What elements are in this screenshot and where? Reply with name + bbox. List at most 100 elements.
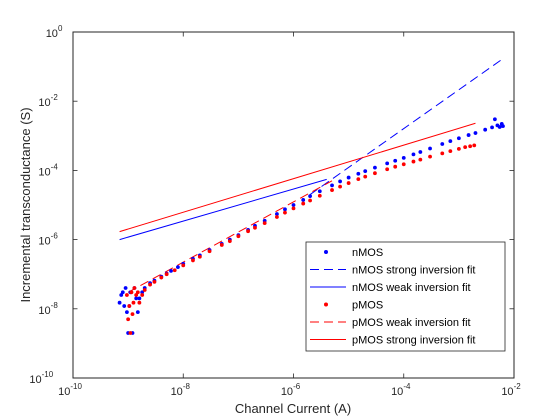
data-point-3-18: [181, 263, 186, 268]
legend-label-4: pMOS weak inversion fit: [352, 317, 471, 329]
x-tick-label-1: 10-8: [171, 382, 191, 398]
data-point-0-48: [418, 150, 423, 154]
data-point-3-14: [152, 279, 157, 284]
data-point-3-16: [164, 272, 169, 277]
data-point-0-33: [283, 207, 287, 212]
data-point-3-39: [373, 171, 377, 176]
tick-labels: 10-10 10-8 10-6 10-4 10-2 10-10 10-8 10-6 10-4 10…: [29, 24, 521, 398]
data-point-0-13: [137, 296, 142, 301]
x-axis-label: Channel Current (A): [235, 401, 351, 416]
series-line-4: [127, 180, 333, 293]
data-point-3-31: [301, 201, 306, 206]
data-point-3-23: [227, 239, 232, 244]
data-point-3-9: [135, 290, 140, 295]
y-tick-label-0: 10-10: [29, 370, 53, 386]
data-point-3-13: [148, 282, 152, 287]
legend: nMOS nMOS strong inversion fit nMOS weak i…: [305, 241, 506, 352]
data-layer: [117, 59, 505, 335]
data-point-3-49: [463, 145, 468, 150]
data-point-3-19: [191, 258, 195, 263]
data-point-0-53: [466, 133, 471, 137]
legend-marker-3: [324, 302, 328, 307]
data-point-3-43: [411, 159, 416, 164]
data-point-0-61: [501, 124, 505, 129]
data-point-3-20: [197, 254, 202, 259]
data-point-0-2: [120, 290, 125, 295]
data-point-3-11: [140, 293, 145, 297]
data-point-3-28: [275, 215, 279, 219]
data-point-0-59: [497, 125, 502, 129]
data-point-3-36: [346, 181, 351, 185]
data-point-0-47: [411, 152, 416, 157]
legend-box: [305, 241, 506, 352]
legend-label-5: pMOS strong inversion fit: [352, 335, 476, 347]
data-point-0-3: [122, 304, 127, 308]
data-point-0-52: [456, 136, 461, 141]
data-point-3-48: [456, 146, 461, 151]
data-point-0-36: [308, 194, 312, 199]
y-tick-label-3: 10-4: [38, 162, 58, 178]
data-point-3-30: [291, 206, 296, 211]
legend-label-1: nMOS strong inversion fit: [352, 265, 476, 277]
data-point-0-43: [373, 165, 377, 170]
data-point-3-26: [253, 225, 257, 230]
data-point-3-29: [283, 210, 287, 215]
data-point-0-14: [140, 290, 145, 295]
data-point-3-33: [317, 193, 322, 198]
data-point-0-32: [275, 212, 279, 216]
data-point-3-51: [472, 143, 477, 148]
data-point-3-24: [236, 234, 241, 239]
data-point-0-12: [135, 310, 140, 315]
x-tick-label-4: 10-2: [501, 382, 521, 398]
data-point-0-51: [448, 139, 453, 144]
legend-label-3: pMOS: [352, 300, 383, 312]
data-point-0-45: [393, 158, 398, 163]
series-line-1: [309, 59, 503, 195]
data-point-0-11: [134, 296, 139, 301]
data-point-0-20: [169, 268, 173, 273]
series-line-2: [119, 178, 327, 241]
data-point-0-54: [473, 131, 478, 135]
data-point-3-25: [246, 229, 250, 234]
tick-marks: [72, 31, 515, 379]
data-point-0-39: [338, 179, 342, 184]
data-point-3-44: [418, 157, 423, 162]
data-point-0-40: [346, 175, 351, 180]
legend-marker-0: [324, 250, 328, 254]
data-point-3-42: [401, 162, 406, 167]
data-point-0-37: [317, 189, 322, 194]
data-point-3-6: [131, 300, 136, 305]
data-point-0-46: [401, 155, 406, 160]
data-point-3-12: [142, 288, 147, 292]
data-point-0-57: [492, 117, 497, 122]
x-tick-label-3: 10-4: [391, 382, 411, 398]
data-point-3-35: [338, 184, 342, 189]
series-line-5: [119, 122, 476, 233]
y-tick-label-1: 10-8: [38, 301, 58, 317]
y-tick-label-2: 10-6: [38, 232, 58, 248]
data-point-3-21: [207, 249, 212, 254]
data-point-0-34: [291, 203, 296, 207]
data-point-3-22: [219, 243, 224, 247]
data-point-0-41: [356, 171, 361, 176]
legend-label-0: nMOS: [352, 247, 383, 259]
y-tick-label-4: 10-2: [38, 93, 58, 109]
data-point-0-4: [123, 286, 128, 290]
data-point-0-35: [301, 198, 306, 202]
y-tick-label-5: 100: [46, 24, 63, 40]
data-point-3-50: [468, 144, 473, 149]
data-point-3-46: [440, 151, 445, 156]
data-point-3-17: [172, 268, 177, 273]
data-point-3-5: [130, 312, 135, 317]
data-point-0-44: [385, 161, 390, 166]
data-point-0-55: [483, 127, 488, 132]
data-point-0-42: [363, 169, 368, 174]
data-point-3-40: [385, 167, 390, 172]
data-point-3-41: [393, 164, 398, 169]
data-point-3-4: [129, 290, 134, 295]
data-point-3-1: [126, 317, 131, 322]
data-point-3-10: [137, 300, 142, 305]
data-point-0-5: [125, 310, 129, 315]
data-point-3-37: [356, 177, 361, 182]
